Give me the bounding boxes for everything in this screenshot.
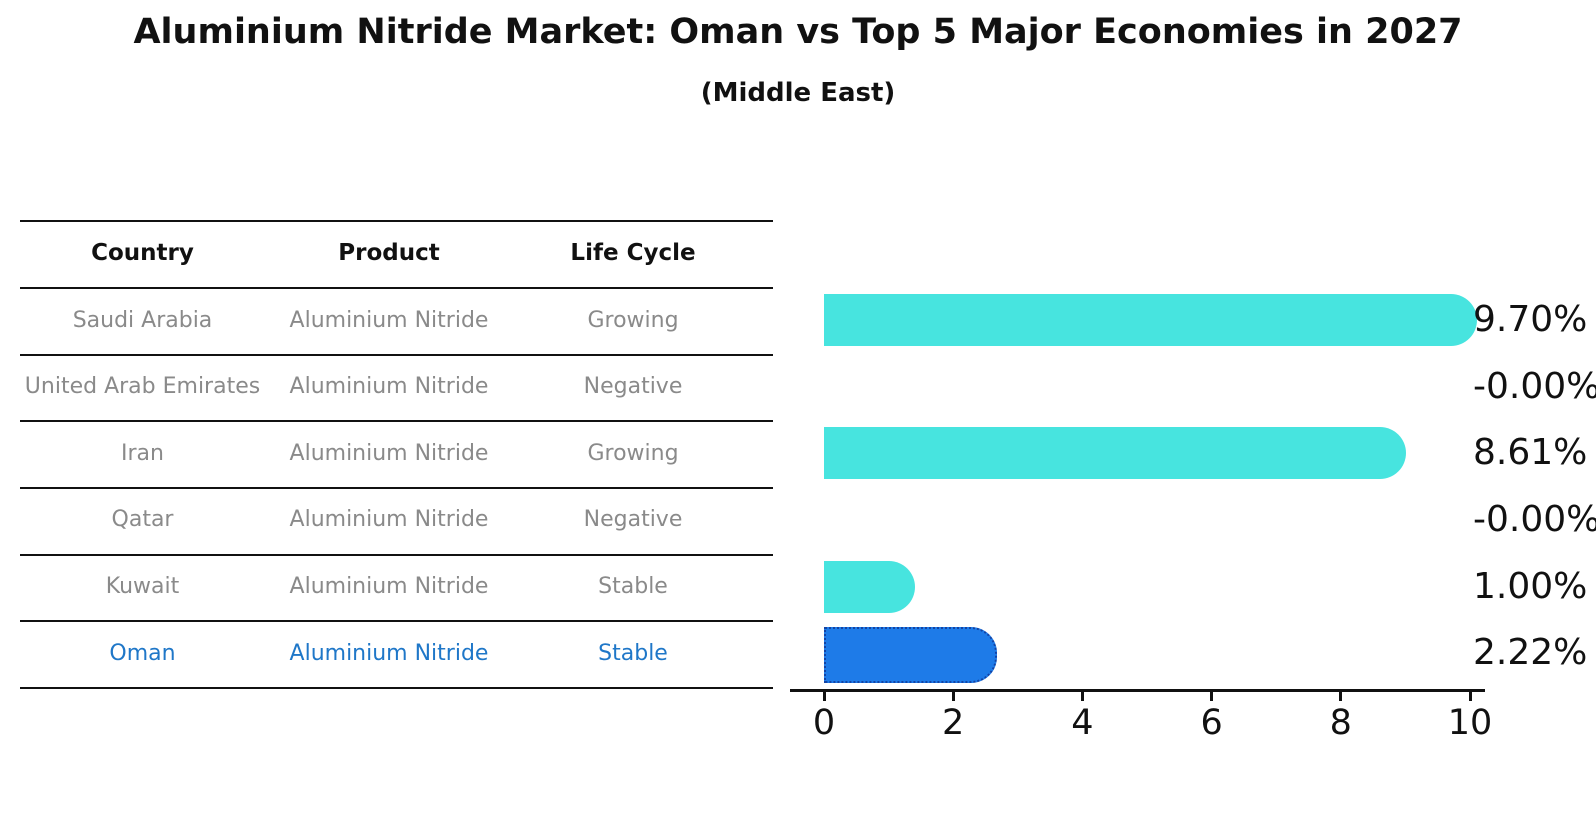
cell-life-cycle: Stable (598, 640, 668, 666)
bar-iran (824, 427, 1407, 480)
cell-life-cycle: Negative (583, 507, 683, 533)
cell-product: Aluminium Nitride (289, 507, 489, 533)
x-axis-tick-label: 4 (1071, 703, 1094, 743)
table-row-saudi-arabia: Saudi Arabia Aluminium Nitride Growing (20, 289, 773, 351)
value-label: -0.00% (1473, 365, 1596, 407)
x-axis-tick-label: 6 (1200, 703, 1223, 743)
cell-country: Iran (121, 440, 164, 466)
x-axis-tick (1080, 690, 1084, 701)
col-header-life-cycle: Life Cycle (570, 240, 696, 267)
table-header-row: Country Product Life Cycle (20, 222, 773, 284)
x-axis-tick-label: 0 (812, 703, 836, 743)
cell-country: Kuwait (105, 574, 180, 600)
table-rule (20, 687, 773, 689)
cell-product: Aluminium Nitride (289, 440, 489, 466)
chart-subtitle: (Middle East) (700, 78, 896, 108)
cell-product: Aluminium Nitride (289, 307, 489, 333)
col-header-country: Country (91, 240, 194, 267)
x-axis-tick (1339, 690, 1343, 701)
cell-country: United Arab Emirates (24, 374, 261, 400)
bar-kuwait (824, 560, 915, 613)
table-row-oman: Oman Aluminium Nitride Stable (20, 622, 773, 684)
cell-product: Aluminium Nitride (289, 574, 489, 600)
cell-life-cycle: Growing (587, 307, 679, 333)
value-label: 8.61% (1473, 432, 1588, 474)
x-axis-tick (1468, 690, 1472, 701)
cell-country: Qatar (111, 507, 174, 533)
cell-country: Oman (109, 640, 176, 666)
cell-life-cycle: Growing (587, 440, 679, 466)
table-rule (20, 220, 773, 222)
x-axis-tick (822, 690, 826, 701)
value-label: 9.70% (1473, 299, 1588, 340)
table-row-iran: Iran Aluminium Nitride Growing (20, 422, 773, 484)
table-rule (20, 287, 773, 289)
cell-country: Saudi Arabia (72, 307, 213, 333)
x-axis-tick-label: 2 (942, 703, 965, 743)
table-rule (20, 620, 773, 622)
x-axis-tick (951, 690, 955, 701)
cell-product: Aluminium Nitride (289, 374, 489, 400)
x-axis-tick-label: 8 (1329, 703, 1352, 743)
table-rule (20, 487, 773, 489)
x-axis-tick (1210, 690, 1214, 701)
cell-life-cycle: Negative (583, 374, 683, 400)
x-axis-tick-label: 10 (1447, 703, 1493, 743)
table-row-qatar: Qatar Aluminium Nitride Negative (20, 489, 773, 551)
table-rule (20, 420, 773, 422)
bar-saudi-arabia (824, 294, 1477, 346)
table-rule (20, 354, 773, 356)
cell-life-cycle: Stable (598, 574, 668, 600)
value-label: 2.22% (1473, 632, 1588, 674)
value-label: -0.00% (1473, 498, 1596, 540)
bar-oman (824, 627, 998, 684)
value-label: 1.00% (1473, 565, 1588, 607)
col-header-product: Product (338, 240, 440, 267)
chart-title: Aluminium Nitride Market: Oman vs Top 5 … (133, 12, 1463, 52)
table-row-united-arab-emirates: United Arab Emirates Aluminium Nitride N… (20, 356, 773, 418)
table-rule (20, 554, 773, 556)
x-axis (790, 689, 1485, 692)
cell-product: Aluminium Nitride (289, 640, 489, 666)
table-row-kuwait: Kuwait Aluminium Nitride Stable (20, 556, 773, 618)
